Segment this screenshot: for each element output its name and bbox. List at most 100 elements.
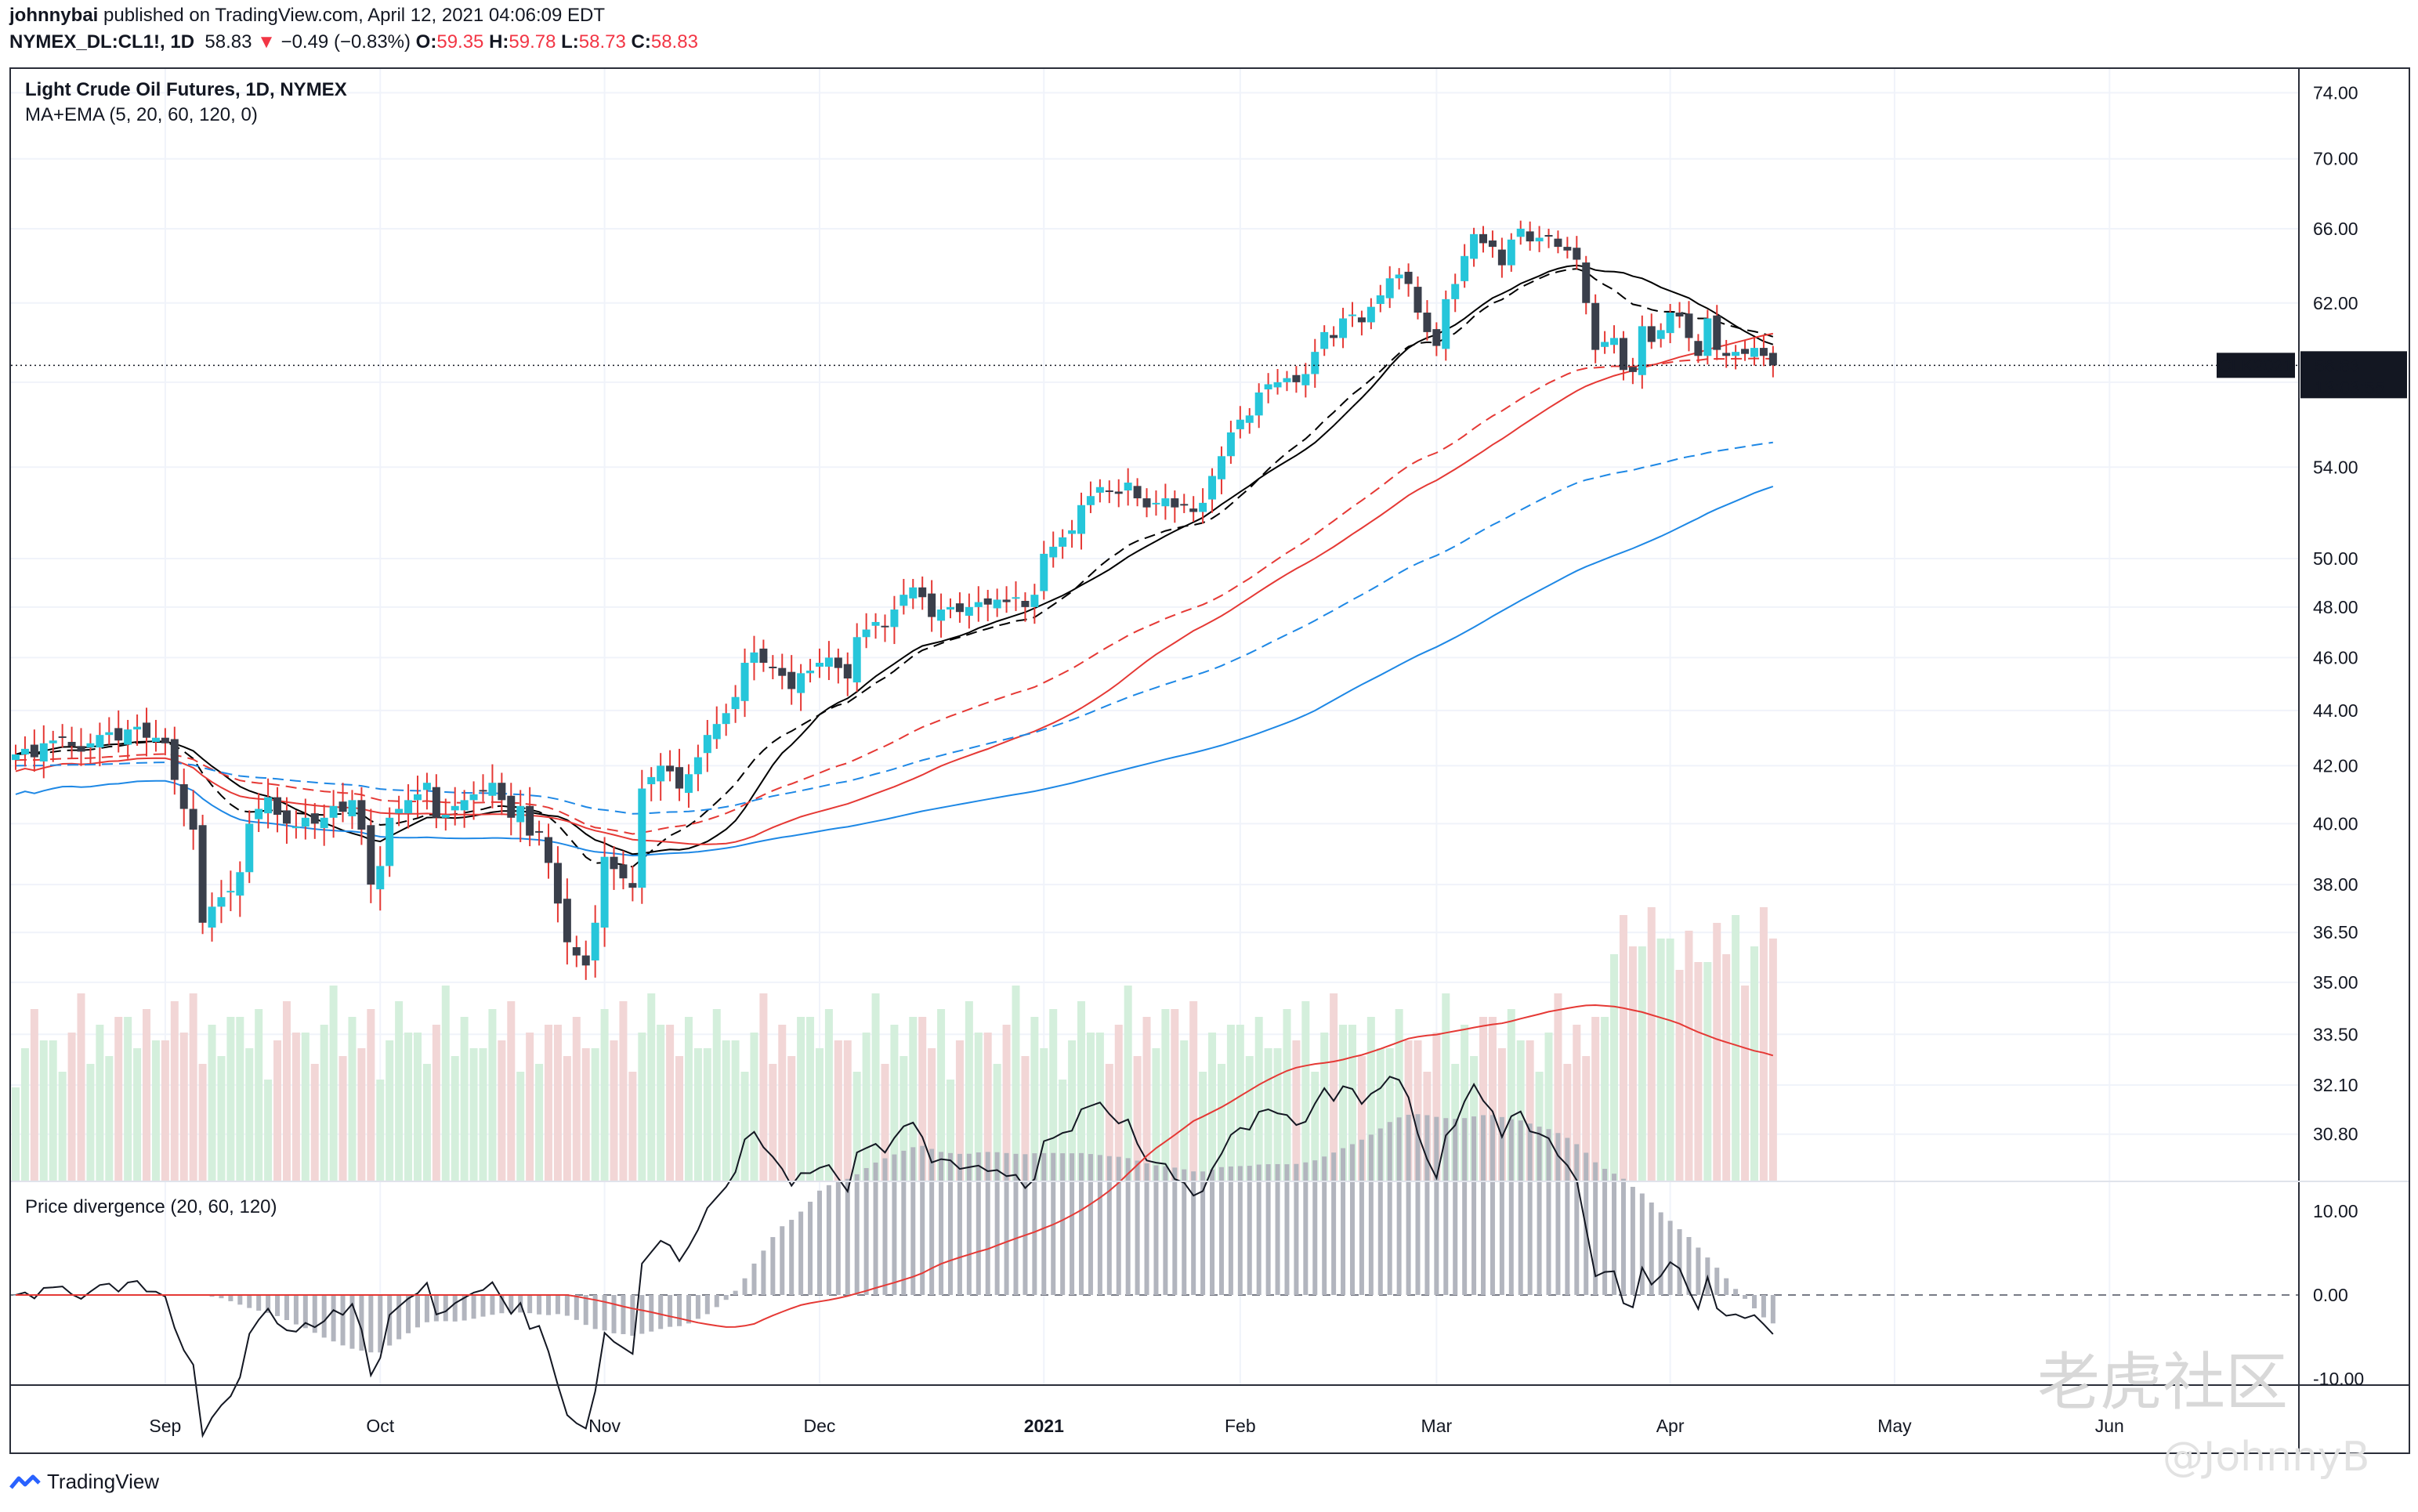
volume-bar [124,1017,132,1181]
x-tick-label: Apr [1656,1416,1685,1436]
divergence-bar [1396,1117,1402,1295]
divergence-bar [499,1295,505,1314]
candle-body [1451,284,1460,299]
volume-bar [1226,1025,1235,1181]
candles[interactable] [11,220,2299,980]
divergence-bar [621,1295,626,1334]
volume-bar [1357,1056,1366,1181]
divergence-bar [882,1158,888,1295]
volume-bar [600,1009,609,1181]
divergence-bar [1359,1139,1364,1295]
volume-bar [1152,1048,1160,1181]
candle-body [49,740,57,743]
divergence-bar [443,1295,448,1322]
volume-bar [170,1001,179,1181]
candle-body [1582,262,1591,303]
volume-bar [591,1048,599,1181]
x-tick-label: May [1877,1416,1912,1436]
volume-bar [1040,1048,1048,1181]
candle-body [479,790,487,792]
candle-body [1021,600,1030,607]
divergence-bar [1499,1116,1504,1295]
divergence-bar [359,1295,364,1351]
candle-body [974,602,983,607]
divergence-bar [630,1295,635,1336]
volume-bar [712,1009,721,1181]
volume-bar [1283,1009,1291,1181]
x-tick-label: Feb [1225,1416,1256,1436]
divergence-panel[interactable] [11,1004,2299,1438]
candle-body [1544,235,1553,237]
ma-line-ma20 [15,264,1774,855]
divergence-bar [452,1295,458,1322]
volume-bar [1002,1025,1011,1181]
volume-bar [367,1009,375,1181]
close-value: 58.83 [650,31,698,52]
candle-body [1601,342,1609,347]
volume-bar [871,993,880,1181]
candle-body [348,800,357,816]
candle-body [1479,233,1488,244]
x-tick-label: Oct [366,1416,394,1436]
volume-bar [787,1056,796,1181]
volume-bar [12,1087,20,1181]
divergence-bar [929,1148,935,1295]
tradingview-logo[interactable]: TradingView [9,1470,159,1494]
volume-bar [1330,993,1338,1181]
volume-bar [965,1001,973,1181]
divergence-bar [1200,1171,1206,1295]
divergence-bar [611,1295,617,1333]
volume-bar [86,1064,95,1181]
candle-body [170,739,179,780]
divergence-bar [480,1295,486,1317]
x-tick-label: Mar [1421,1416,1453,1436]
volume-bar [1442,993,1450,1181]
divergence-bar [994,1152,1000,1295]
volume-bar [535,1064,544,1181]
candle-body [1161,498,1170,507]
volume-bar [422,1064,431,1181]
candle-body [591,922,599,960]
published-text: published on TradingView.com, April 12, … [103,5,605,26]
divergence-bar [789,1220,795,1295]
watermark-en: @JohnnyB [2163,1434,2370,1481]
candle-body [553,863,562,904]
candle-body [516,805,525,823]
volume-bar [1638,946,1646,1181]
candle-body [114,728,123,741]
divergence-bar [1135,1160,1140,1295]
candle-body [1189,508,1198,512]
candle-body [740,663,749,701]
y-tick-label: 70.00 [2313,149,2358,169]
volume-bar [1366,1017,1375,1181]
price-chart[interactable]: 74.0070.0066.0062.0058.0054.0050.0048.00… [11,69,2409,1452]
candle-body [684,774,693,794]
candle-body [432,787,440,818]
author-name[interactable]: johnnybai [9,5,99,26]
divergence-bar [1275,1163,1280,1295]
divergence-bar [1182,1169,1187,1295]
chart-frame[interactable]: 74.0070.0066.0062.0058.0054.0050.0048.00… [9,67,2410,1454]
candle-body [1647,326,1656,342]
divergence-bar [1537,1127,1542,1295]
candle-body [301,817,309,827]
volume-bar [1021,1056,1030,1181]
divergence-bar [1424,1115,1430,1295]
symbol-line: NYMEX_DL:CL1!, 1D [9,31,195,52]
volume-bar [750,1033,758,1181]
volume-bar [1535,1072,1544,1181]
candle-body [563,899,571,942]
volume-bar [451,1056,459,1181]
divergence-bar [1079,1152,1084,1295]
volume-bar [610,1040,618,1181]
divergence-bar [256,1295,262,1311]
contract-label: CLK2021 [2218,355,2293,375]
candle-body [1357,317,1366,323]
volume-bar [526,1033,534,1181]
candle-body [947,606,954,610]
volume-bar [198,1064,207,1181]
candle-body [1741,349,1750,354]
divergence-bar [387,1295,393,1346]
divergence-bar [275,1295,281,1316]
divergence-bar [1294,1163,1299,1295]
